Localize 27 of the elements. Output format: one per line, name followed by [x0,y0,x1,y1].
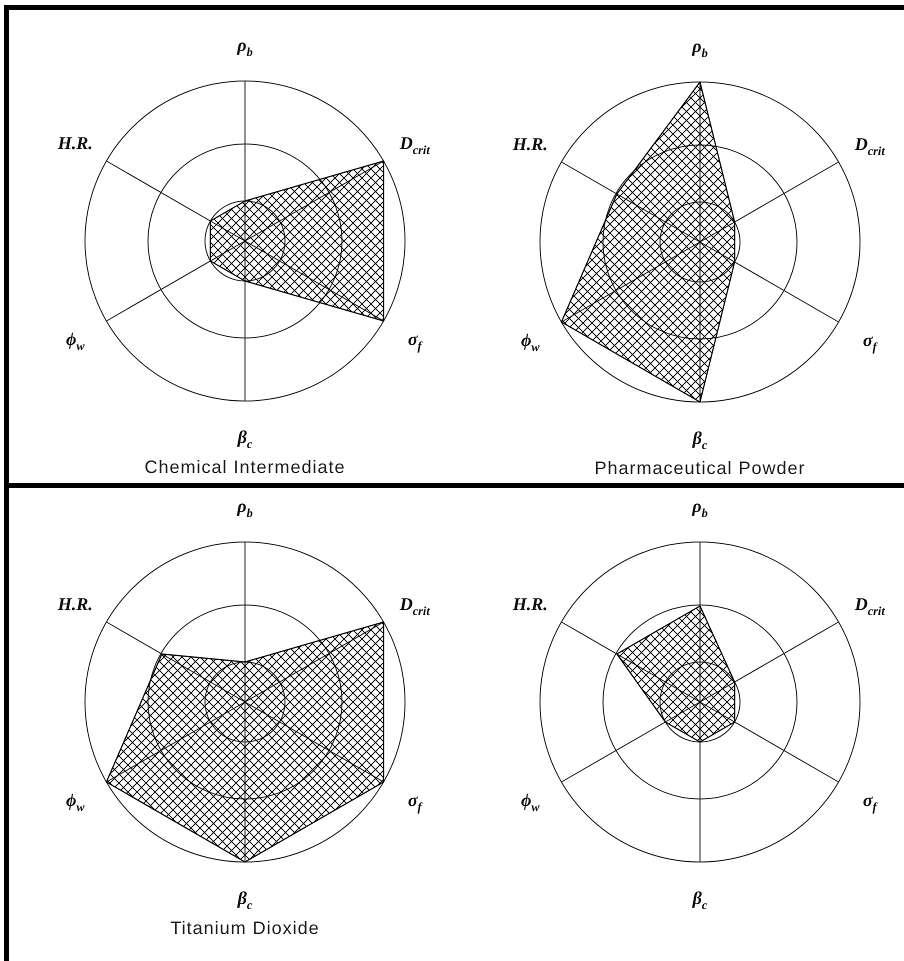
spoke-label: σ$_{f}$ [862,330,879,354]
spoke-label: D$_{crit}$ [398,133,430,157]
text: Pharmaceutical Powder [594,458,806,478]
spoke-label: D$_{crit}$ [854,594,886,618]
spoke-label: ρ$_{b}$ [236,35,253,59]
spoke-label: H.R. [56,594,93,614]
spoke-label: D$_{crit}$ [854,134,886,158]
spoke-label: ϕ$_{w}$ [66,329,86,353]
spoke-label: β$_{c}$ [236,427,253,451]
spoke-label: β$_{c}$ [692,428,708,452]
spoke-label: ρ$_{b}$ [691,36,708,60]
spoke-label: β$_{c}$ [236,888,253,912]
spoke-label: σ$_{f}$ [862,790,879,814]
spoke-label: H.R. [512,594,548,614]
spoke-label: H.R. [512,134,548,154]
spoke-label: D$_{crit}$ [398,594,430,618]
spoke-label: σ$_{f}$ [408,790,424,814]
spoke-label: ϕ$_{w}$ [520,790,540,814]
text: Chemical Intermediate [144,457,346,477]
spoke-label: σ$_{f}$ [408,329,424,353]
spoke-label: H.R. [56,133,93,153]
spoke-label: ρ$_{b}$ [236,496,253,520]
spoke-label: β$_{c}$ [692,888,708,912]
spoke-label: ϕ$_{w}$ [520,330,540,354]
spoke-label: ρ$_{b}$ [691,496,708,520]
spoke-label: ϕ$_{w}$ [66,790,86,814]
text: Titanium Dioxide [170,918,320,938]
